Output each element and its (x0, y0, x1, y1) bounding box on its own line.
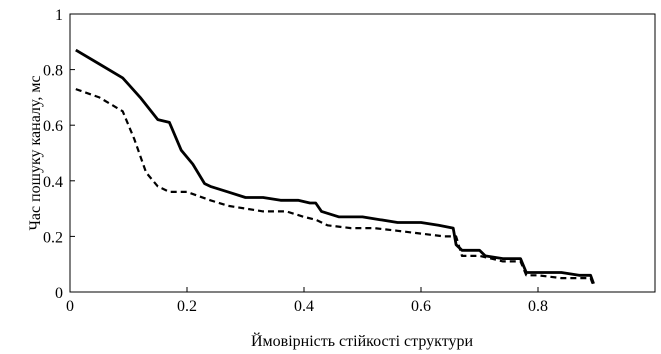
y-axis-ticks: 0 0.2 0.4 0.6 0.8 1 (43, 7, 75, 302)
y-tick-label: 1 (55, 7, 63, 24)
y-axis-label: Час пошуку каналу, мс (27, 75, 44, 230)
x-tick-label: 0.8 (528, 298, 548, 315)
y-tick-label: 0.6 (43, 118, 63, 135)
x-tick-label: 0 (66, 298, 74, 315)
x-axis-label: Ймовірність стійкості структури (251, 331, 474, 350)
y-tick-label: 0.8 (43, 63, 63, 80)
plot-area-frame (69, 13, 656, 293)
y-tick-label: 0 (55, 285, 63, 302)
y-tick-label: 0.2 (43, 229, 63, 246)
series-line-dashed (75, 88, 595, 287)
y-tick-label: 0.4 (43, 174, 63, 191)
series-layer (75, 48, 595, 287)
x-tick-label: 0.6 (411, 298, 431, 315)
x-tick-label: 0.2 (177, 298, 197, 315)
x-axis-ticks: 0 0.2 0.4 0.6 0.8 (66, 287, 548, 315)
series-line-solid (75, 48, 595, 285)
x-tick-label: 0.4 (294, 298, 314, 315)
